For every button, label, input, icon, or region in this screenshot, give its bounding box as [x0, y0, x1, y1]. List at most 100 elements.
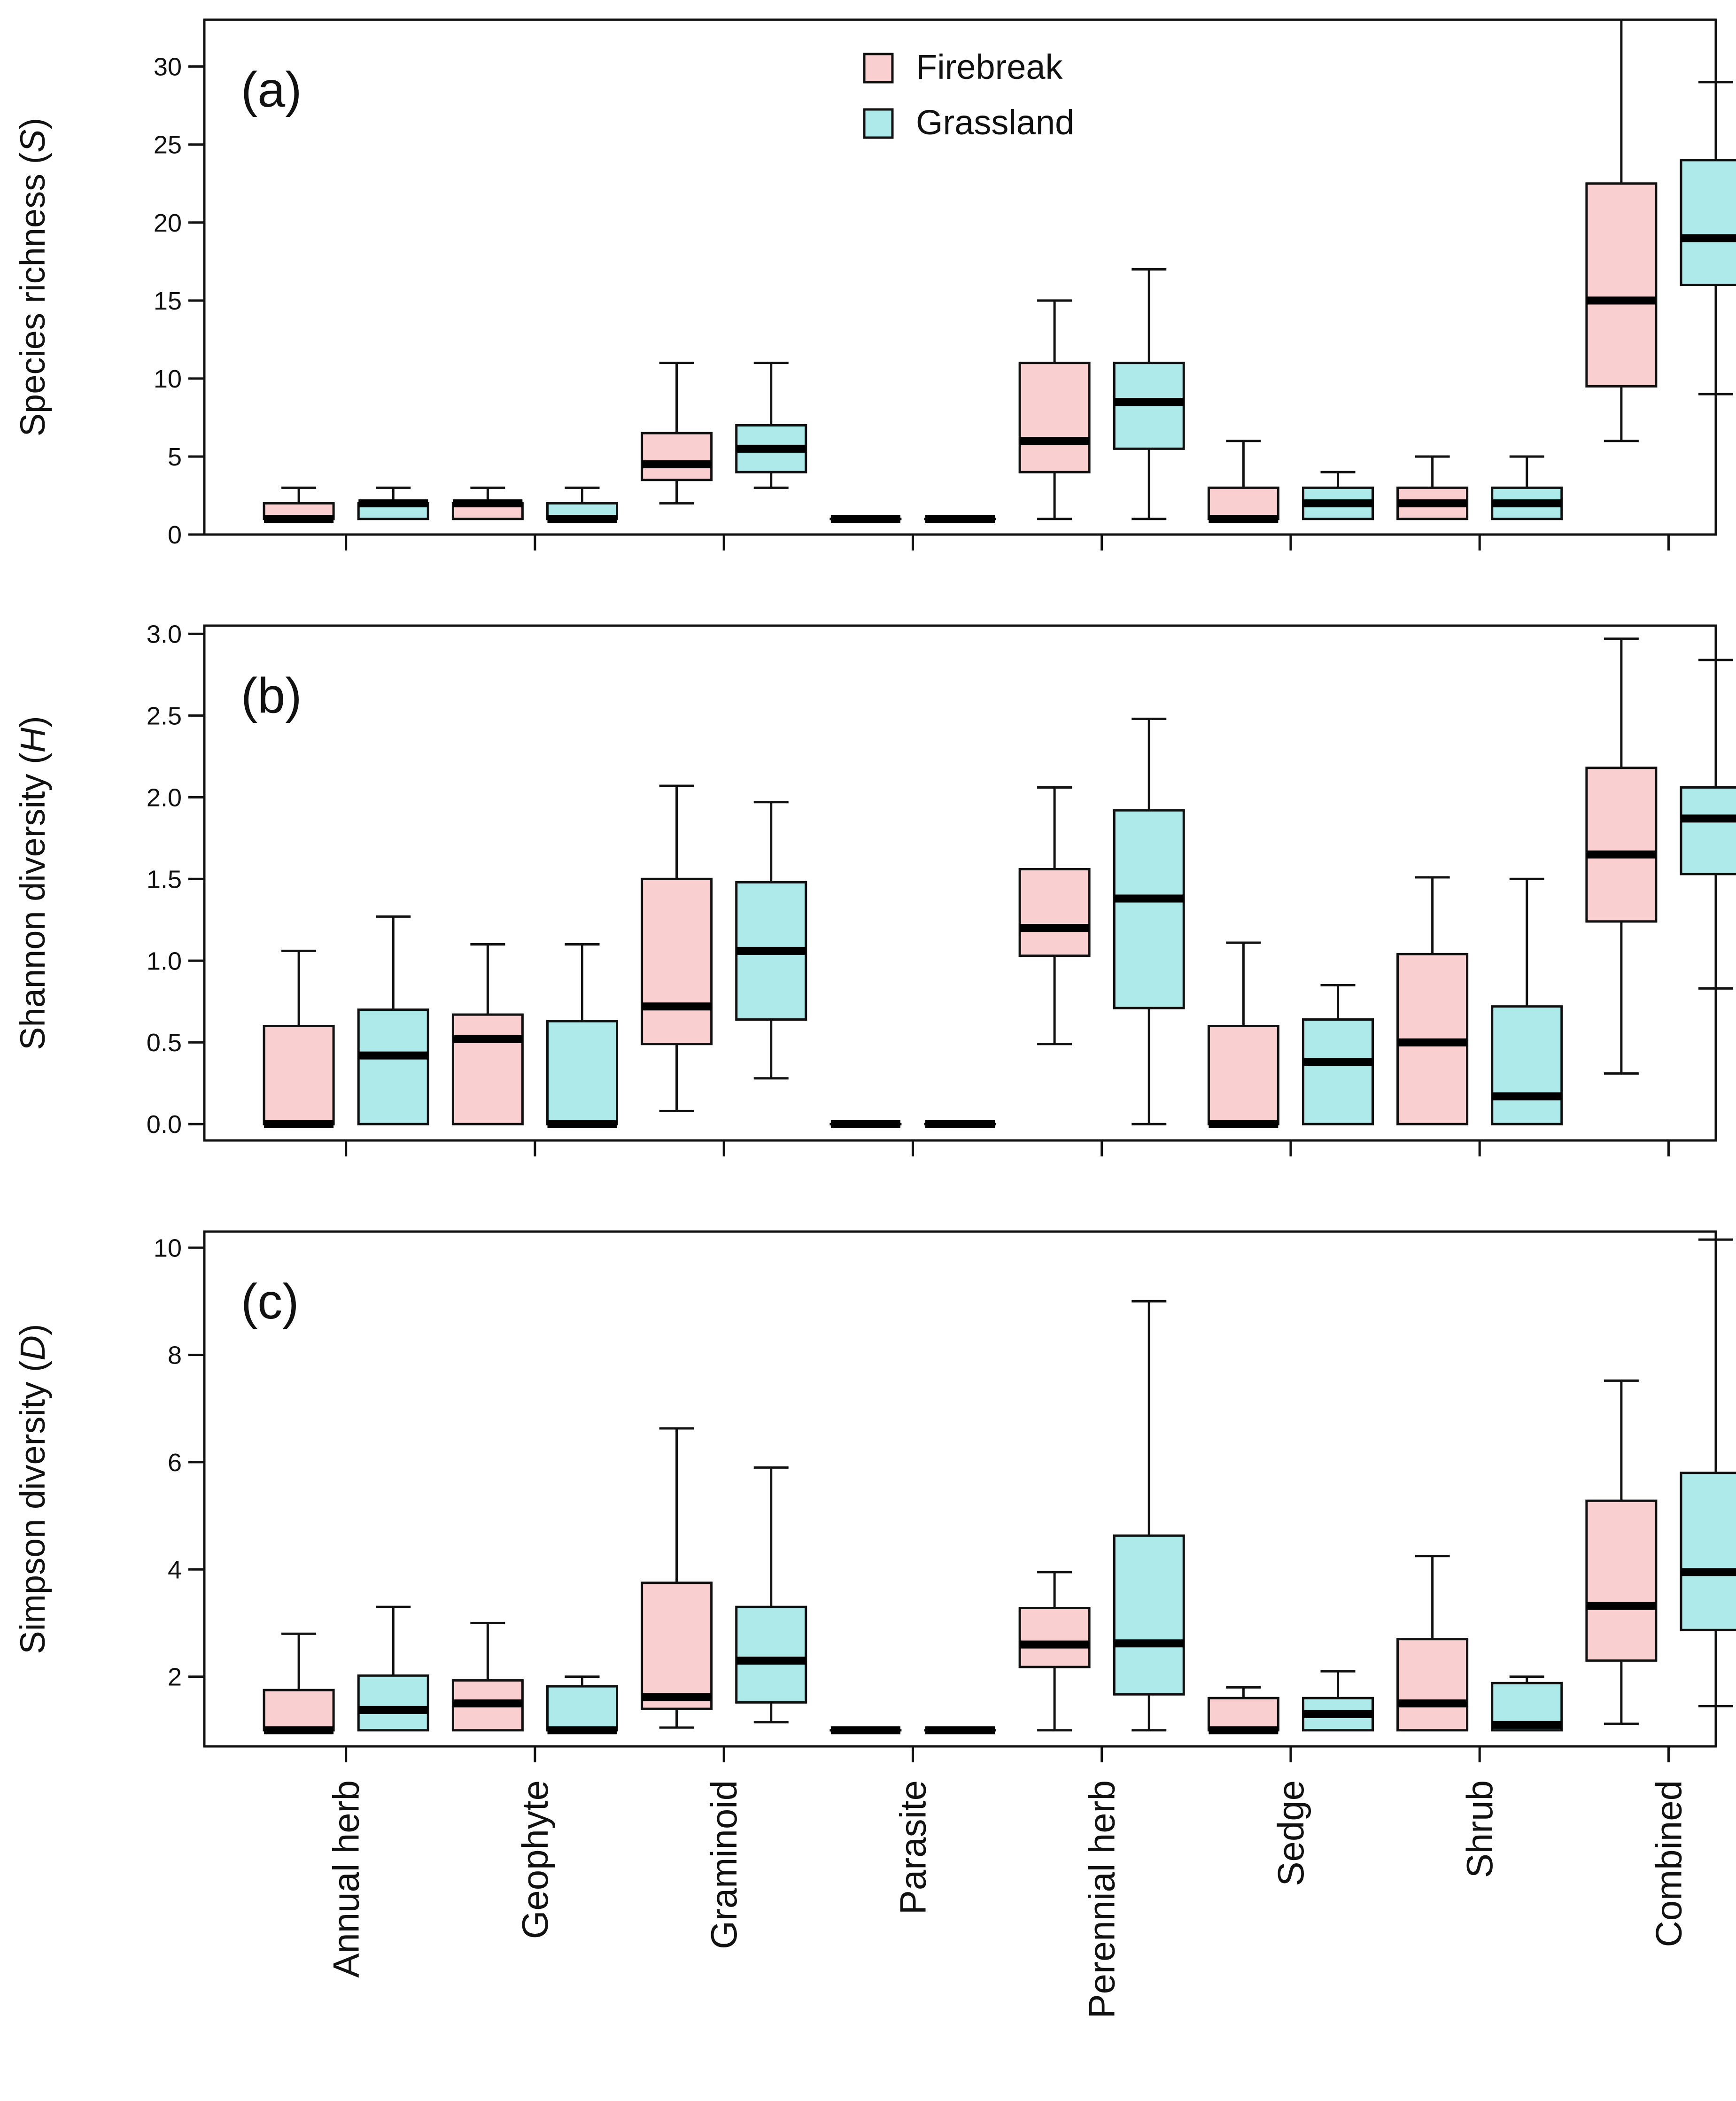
box-iqr	[1585, 182, 1658, 388]
x-label-geophyte: Geophyte	[514, 1780, 556, 1939]
box-firebreak-combined	[1585, 18, 1658, 442]
y-tick-label: 0.5	[147, 1029, 182, 1057]
legend-label: Firebreak	[916, 47, 1063, 86]
box-iqr	[1302, 1018, 1374, 1125]
legend-label: Grassland	[916, 103, 1074, 142]
y-axis-label-suffix: )	[13, 716, 52, 728]
legend: Firebreak Grassland	[863, 47, 1074, 142]
legend-swatch	[863, 53, 894, 84]
y-axis-label-variable: H	[13, 727, 52, 752]
y-axis-label: Species richness (S)	[13, 118, 52, 437]
box-iqr	[1018, 868, 1091, 957]
plot-frame	[203, 624, 1717, 1142]
box-iqr	[546, 1020, 618, 1125]
box-iqr	[1491, 1005, 1563, 1125]
box-firebreak-perennial-herb	[1018, 1571, 1091, 1732]
box-grassland-shrub	[1491, 455, 1563, 520]
box-iqr	[1018, 1606, 1091, 1668]
box-iqr	[546, 1685, 618, 1732]
x-label-parasite: Parasite	[892, 1780, 933, 1915]
box-iqr	[1113, 809, 1185, 1009]
box-grassland-perennial-herb	[1113, 268, 1185, 520]
box-firebreak-combined	[1585, 1379, 1658, 1725]
y-tick-label: 30	[154, 53, 182, 81]
box-grassland-geophyte	[546, 486, 618, 523]
box-iqr	[1680, 1472, 1736, 1631]
box-grassland-perennial-herb	[1113, 1300, 1185, 1732]
y-axis-label-prefix: Shannon diversity (	[13, 752, 52, 1050]
y-tick-label: 4	[168, 1556, 182, 1584]
box-grassland-annual-herb	[357, 486, 429, 520]
box-iqr	[641, 1582, 713, 1710]
box-grassland-graminoid	[735, 362, 807, 489]
legend-swatch	[863, 108, 894, 139]
box-grassland-graminoid	[735, 801, 807, 1080]
x-axis-labels: Annual herb Geophyte Graminoid Parasite Pere…	[326, 1780, 1690, 2018]
y-tick-label: 2.0	[147, 783, 182, 812]
y-tick-label: 6	[168, 1449, 182, 1477]
box-grassland-combined	[1680, 1238, 1736, 1707]
box-iqr	[1680, 159, 1736, 287]
box-iqr	[1207, 1024, 1279, 1125]
y-axis-label-variable: S	[13, 129, 52, 152]
panel-3: 2 4 6 8 10 Simpson diversity (D) (c)	[13, 1230, 1736, 1762]
y-tick-label: 20	[154, 209, 182, 237]
box-grassland-shrub	[1491, 877, 1563, 1125]
box-firebreak-sedge	[1207, 440, 1279, 523]
box-firebreak-graminoid	[641, 784, 713, 1112]
box-iqr	[1585, 1499, 1658, 1662]
box-firebreak-shrub	[1396, 876, 1469, 1125]
box-firebreak-graminoid	[641, 1427, 713, 1729]
panel-label: (b)	[241, 668, 302, 723]
box-firebreak-perennial-herb	[1018, 786, 1091, 1046]
box-iqr	[1207, 486, 1279, 520]
box-iqr	[641, 432, 713, 481]
box-firebreak-sedge	[1207, 941, 1279, 1128]
box-grassland-geophyte	[546, 1675, 618, 1735]
x-label-combined: Combined	[1648, 1780, 1689, 1947]
box-firebreak-geophyte	[451, 1621, 524, 1732]
y-tick-label: 8	[168, 1341, 182, 1370]
y-tick-label: 1.5	[147, 865, 182, 893]
y-axis-label-suffix: )	[13, 1324, 52, 1335]
box-grassland-graminoid	[735, 1466, 807, 1724]
y-axis-label-prefix: Simpson diversity (	[13, 1360, 52, 1654]
y-tick-label: 15	[154, 287, 182, 315]
box-firebreak-shrub	[1396, 1555, 1469, 1732]
y-tick-label: 0	[168, 521, 182, 549]
box-firebreak-shrub	[1396, 455, 1469, 520]
box-grassland-geophyte	[546, 943, 618, 1128]
y-tick-label: 10	[154, 1234, 182, 1262]
y-tick-label: 25	[154, 131, 182, 159]
box-grassland-sedge	[1302, 471, 1374, 520]
y-tick-label: 2	[168, 1663, 182, 1691]
box-grassland-annual-herb	[357, 1605, 429, 1732]
y-tick-label: 10	[154, 365, 182, 393]
box-iqr	[1680, 786, 1736, 876]
y-axis-label: Shannon diversity (H)	[13, 716, 52, 1050]
y-tick-label: 3.0	[147, 620, 182, 648]
y-tick-label: 1.0	[147, 947, 182, 975]
plot-frame	[203, 1230, 1717, 1748]
x-label-annual-herb: Annual herb	[326, 1780, 367, 1978]
box-iqr	[1207, 1697, 1279, 1732]
box-iqr	[1396, 1638, 1469, 1732]
y-axis-label-suffix: )	[13, 118, 52, 130]
x-label-graminoid: Graminoid	[703, 1780, 744, 1949]
panel-1: 0 5 10 15 20 25 30 Species richness (S) (a)	[13, 18, 1736, 550]
box-iqr	[263, 1024, 335, 1125]
box-iqr	[357, 1674, 429, 1732]
box-firebreak-sedge	[1207, 1686, 1279, 1735]
y-axis-label-variable: D	[13, 1335, 52, 1360]
box-grassland-perennial-herb	[1113, 717, 1185, 1125]
legend-item-firebreak: Firebreak	[863, 47, 1063, 86]
x-label-shrub: Shrub	[1459, 1780, 1500, 1878]
box-grassland-combined	[1680, 659, 1736, 990]
box-firebreak-geophyte	[451, 943, 524, 1125]
legend-item-grassland: Grassland	[863, 103, 1074, 142]
plot-frame	[203, 18, 1717, 536]
panel-label: (c)	[241, 1274, 299, 1329]
box-grassland-sedge	[1302, 984, 1374, 1125]
